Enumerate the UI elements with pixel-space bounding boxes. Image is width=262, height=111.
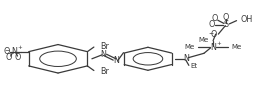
- Text: −: −: [209, 30, 214, 35]
- Text: +: +: [217, 41, 221, 46]
- Text: N: N: [210, 43, 216, 52]
- Text: −: −: [4, 47, 9, 52]
- Text: N: N: [12, 47, 17, 56]
- Text: Br: Br: [100, 67, 109, 76]
- Text: N: N: [101, 50, 107, 59]
- Text: O: O: [223, 13, 229, 22]
- Text: O: O: [15, 53, 21, 62]
- Text: O: O: [211, 30, 217, 39]
- Text: O: O: [4, 47, 10, 56]
- Text: Et: Et: [190, 63, 198, 69]
- Text: Me: Me: [198, 38, 208, 44]
- Text: Me: Me: [184, 44, 194, 50]
- Text: OH: OH: [241, 15, 253, 24]
- Text: O: O: [6, 53, 12, 62]
- Text: N: N: [113, 56, 119, 65]
- Text: O: O: [209, 20, 215, 29]
- Text: S: S: [223, 20, 229, 29]
- Text: Me: Me: [232, 44, 242, 50]
- Text: Br: Br: [100, 42, 109, 51]
- Text: +: +: [18, 45, 23, 50]
- Text: O: O: [211, 14, 217, 23]
- Text: N: N: [183, 54, 189, 63]
